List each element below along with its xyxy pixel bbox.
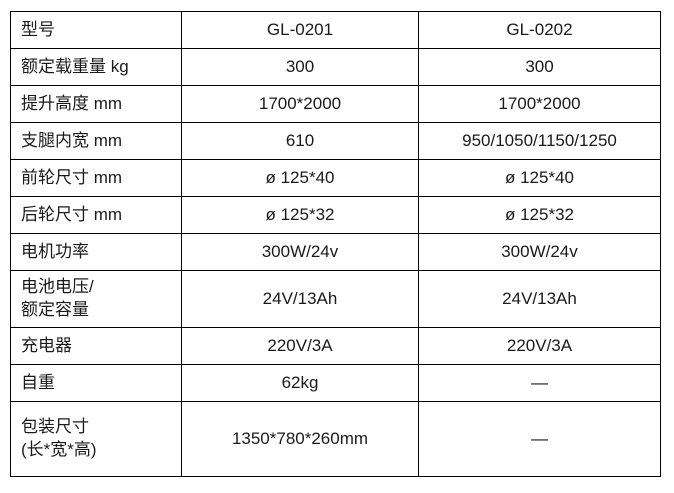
cell-value: 300 [418, 48, 661, 86]
table-row-battery: 电池电压/ 额定容量 24V/13Ah 24V/13Ah [10, 270, 661, 328]
cell-value: 950/1050/1150/1250 [418, 122, 661, 160]
cell-value: 300W/24v [418, 233, 661, 271]
cell-value: ø 125*32 [181, 196, 419, 234]
cell-value: 300 [181, 48, 419, 86]
table-row-package-size: 包装尺寸 (长*宽*高) 1350*780*260mm — [10, 401, 661, 477]
table-row-front-wheel: 前轮尺寸 mm ø 125*40 ø 125*40 [10, 159, 661, 197]
row-label: 前轮尺寸 mm [10, 159, 182, 197]
row-label: 提升高度 mm [10, 85, 182, 123]
table-row-rear-wheel: 后轮尺寸 mm ø 125*32 ø 125*32 [10, 196, 661, 234]
table-header-row: 型号 GL-0201 GL-0202 [10, 11, 661, 49]
table-row-charger: 充电器 220V/3A 220V/3A [10, 327, 661, 365]
cell-value: ø 125*40 [418, 159, 661, 197]
table-row-motor-power: 电机功率 300W/24v 300W/24v [10, 233, 661, 271]
cell-value: 610 [181, 122, 419, 160]
row-label: 电池电压/ 额定容量 [10, 270, 182, 328]
header-model-gl0201: GL-0201 [181, 11, 419, 49]
cell-value: 24V/13Ah [181, 270, 419, 328]
table-row-self-weight: 自重 62kg — [10, 364, 661, 402]
header-model-label: 型号 [10, 11, 182, 49]
row-label: 后轮尺寸 mm [10, 196, 182, 234]
cell-value: ø 125*40 [181, 159, 419, 197]
cell-value: ø 125*32 [418, 196, 661, 234]
row-label: 额定载重量 kg [10, 48, 182, 86]
cell-value: 1350*780*260mm [181, 401, 419, 477]
cell-value: 300W/24v [181, 233, 419, 271]
cell-value: 1700*2000 [418, 85, 661, 123]
cell-value: 62kg [181, 364, 419, 402]
cell-value: 220V/3A [181, 327, 419, 365]
table-row-rated-load: 额定载重量 kg 300 300 [10, 48, 661, 86]
cell-value: 1700*2000 [181, 85, 419, 123]
row-label: 电机功率 [10, 233, 182, 271]
header-model-gl0202: GL-0202 [418, 11, 661, 49]
table-row-lift-height: 提升高度 mm 1700*2000 1700*2000 [10, 85, 661, 123]
product-spec-table: 型号 GL-0201 GL-0202 额定载重量 kg 300 300 提升高度… [10, 11, 661, 477]
cell-value: — [418, 401, 661, 477]
row-label: 包装尺寸 (长*宽*高) [10, 401, 182, 477]
row-label: 自重 [10, 364, 182, 402]
row-label: 充电器 [10, 327, 182, 365]
cell-value: 24V/13Ah [418, 270, 661, 328]
cell-value: 220V/3A [418, 327, 661, 365]
cell-value: — [418, 364, 661, 402]
table-row-leg-inner-width: 支腿内宽 mm 610 950/1050/1150/1250 [10, 122, 661, 160]
row-label: 支腿内宽 mm [10, 122, 182, 160]
